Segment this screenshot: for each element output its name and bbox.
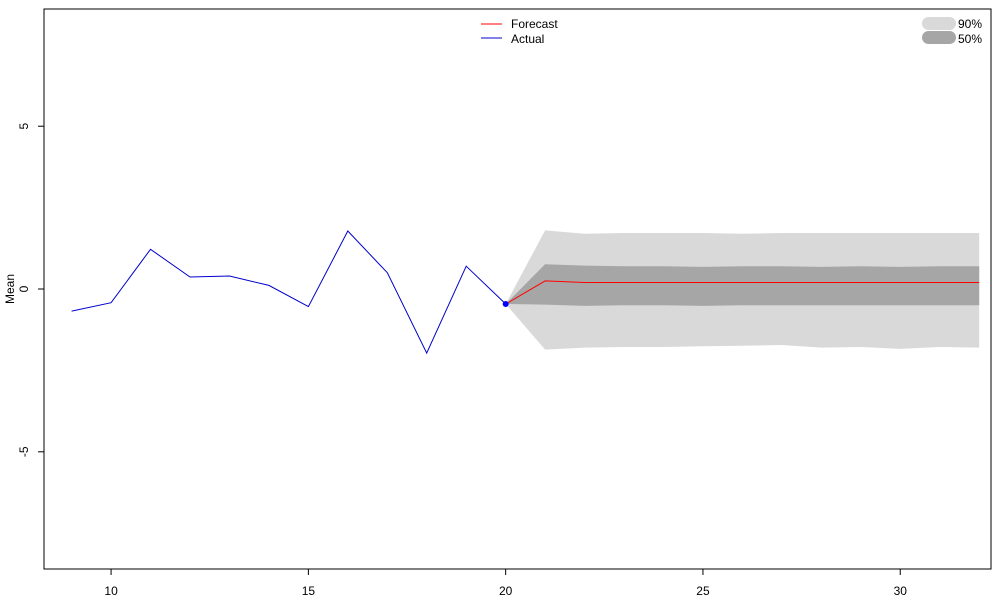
band-50-interval <box>505 264 980 306</box>
y-tick-label: -5 <box>17 446 31 457</box>
legend-50-swatch <box>922 31 956 44</box>
y-tick-label: 5 <box>17 123 31 130</box>
x-tick-label: 10 <box>104 584 118 598</box>
legend-90-label: 90% <box>958 17 982 31</box>
legend-50-label: 50% <box>958 32 982 46</box>
legend-90-swatch <box>922 17 956 30</box>
x-tick-label: 30 <box>894 584 908 598</box>
data-point-marker <box>502 300 509 307</box>
series-line-actual <box>71 230 507 355</box>
series-lines <box>71 230 980 355</box>
legend-forecast-label: Forecast <box>511 17 558 31</box>
band-legend: 90% 50% <box>922 17 982 46</box>
x-axis: 10 15 20 25 30 <box>104 569 907 598</box>
series-line-forecast <box>505 280 980 305</box>
y-tick-label: 0 <box>17 285 31 292</box>
y-axis: -5 0 5 <box>17 123 44 457</box>
x-tick-label: 25 <box>696 584 710 598</box>
forecast-bands <box>505 230 980 350</box>
data-markers <box>502 300 509 307</box>
line-legend: Forecast Actual <box>481 17 558 46</box>
y-axis-label: Mean <box>3 274 17 304</box>
x-tick-label: 15 <box>302 584 316 598</box>
x-tick-label: 20 <box>499 584 513 598</box>
legend-actual-label: Actual <box>511 32 544 46</box>
